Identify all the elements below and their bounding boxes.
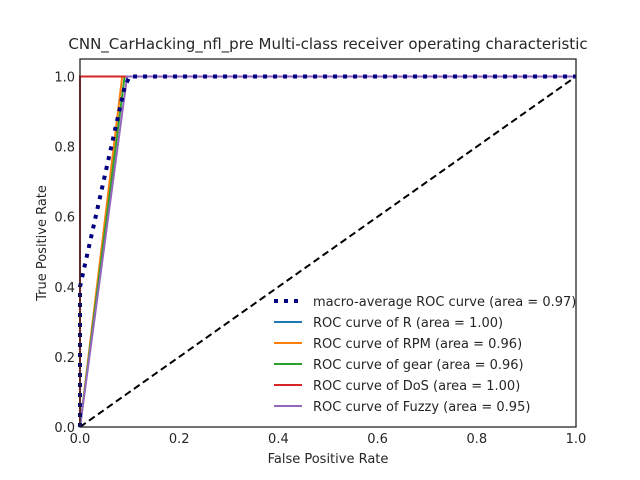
legend-entry-label: ROC curve of DoS (area = 1.00) (313, 379, 520, 394)
x-tick-label: 0.0 (70, 432, 91, 447)
legend-entry-label: ROC curve of Fuzzy (area = 0.95) (313, 400, 530, 415)
y-tick-label: 0.2 (54, 351, 75, 366)
y-tick-label: 1.0 (54, 71, 75, 86)
y-axis-label: True Positive Rate (35, 185, 50, 302)
legend-entry-label: macro-average ROC curve (area = 0.97) (313, 295, 576, 310)
legend: macro-average ROC curve (area = 0.97) ROC… (274, 295, 576, 415)
legend-entry-label: ROC curve of RPM (area = 0.96) (313, 337, 522, 352)
plot-area (78, 74, 577, 428)
x-tick-label: 0.4 (268, 432, 289, 447)
axes-frame (79, 58, 577, 428)
x-tick-label: 0.2 (169, 432, 190, 447)
axes: 0.0 0.2 0.4 0.6 0.8 1.0 0.0 0.2 0.4 0.6 0.8 1.0 (54, 58, 587, 447)
y-tick-label: 0.8 (54, 141, 75, 156)
y-tick-label: 0.6 (54, 211, 75, 226)
chart-title: CNN_CarHacking_nfl_pre Multi-class recei… (68, 35, 587, 54)
y-tick-label: 0.4 (54, 281, 75, 296)
x-tick-label: 0.8 (466, 432, 487, 447)
legend-entry-label: ROC curve of gear (area = 0.96) (313, 358, 524, 373)
chance-diagonal-line (79, 75, 577, 428)
x-tick-label: 0.6 (367, 432, 388, 447)
legend-entry-label: ROC curve of R (area = 1.00) (313, 316, 503, 331)
x-tick-label: 1.0 (566, 432, 587, 447)
x-axis-label: False Positive Rate (268, 452, 389, 467)
y-tick-label: 0.0 (54, 421, 75, 436)
